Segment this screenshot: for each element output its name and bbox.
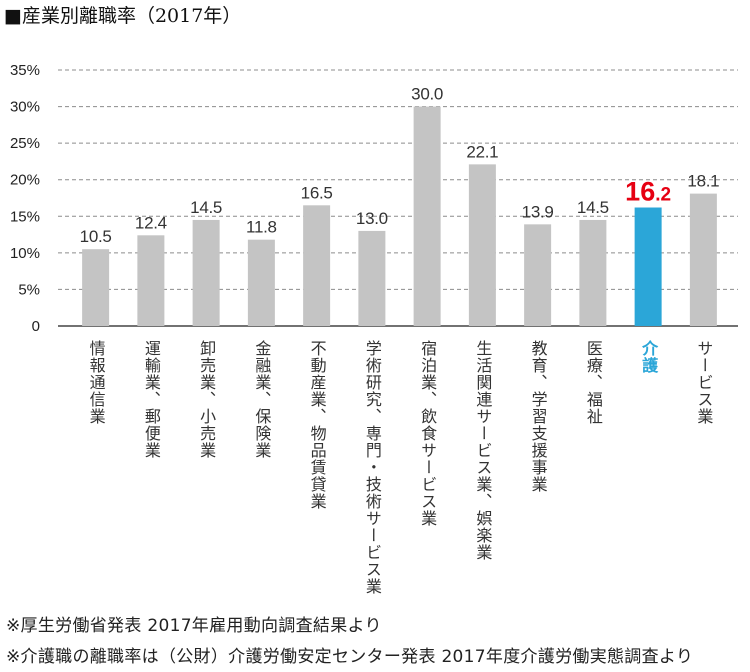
chart-title: ■産業別離職率（2017年） [4, 5, 242, 27]
y-axis-labels: 0 5% 10% 15% 20% 25% 30% 35% [10, 62, 40, 335]
bar-chart: 0 5% 10% 15% 20% 25% 30% 35% 10.5 12.4 14.5 11.8 16.… [10, 62, 738, 335]
bar [579, 219, 607, 326]
value-label: 10.5 [80, 227, 112, 246]
bar [468, 164, 496, 326]
value-labels: 10.5 12.4 14.5 11.8 16.5 13.0 30.0 22.1 13.9 14.5… [80, 85, 720, 247]
category-label: サービス業 [694, 340, 714, 425]
value-label: 14.5 [190, 198, 222, 217]
y-tick-label: 15% [10, 208, 40, 225]
y-tick-label: 30% [10, 99, 40, 116]
y-tick-label: 35% [10, 62, 40, 79]
bar [137, 235, 165, 326]
footnote-source: ※厚生労働省発表 2017年雇用動向調査結果より [6, 616, 382, 636]
bars [82, 106, 717, 326]
bar-emphasized [634, 207, 662, 326]
category-label: 情報通信業 [86, 340, 106, 425]
category-label: 生活関連サービス業、娯楽業 [473, 340, 493, 561]
bar [413, 106, 441, 326]
gridlines [58, 69, 738, 290]
bar [524, 224, 552, 326]
value-label-decimal: .2 [655, 185, 671, 206]
bar [358, 230, 386, 326]
value-label: 13.0 [356, 209, 388, 228]
value-label: 18.1 [687, 172, 719, 191]
bar [689, 193, 717, 326]
category-label-emphasized: 介護 [639, 340, 659, 374]
category-label: 金融業、保険業 [252, 340, 272, 459]
category-label: 教育、学習支援事業 [528, 340, 548, 493]
category-label: 医療、福祉 [583, 340, 603, 425]
bar [82, 249, 110, 326]
value-label: 12.4 [135, 213, 167, 232]
y-tick-label: 10% [10, 245, 40, 262]
y-tick-label: 25% [10, 135, 40, 152]
category-label: 不動産業、物品賃貸業 [307, 340, 327, 510]
bar [303, 205, 331, 326]
value-label: 16.5 [301, 183, 333, 202]
bar [247, 239, 275, 326]
value-label: 30.0 [411, 85, 443, 104]
category-label: 卸売業、小売業 [197, 340, 217, 459]
value-label: 22.1 [466, 142, 498, 161]
value-label: 14.5 [577, 198, 609, 217]
bar [192, 219, 220, 326]
y-tick-label: 0 [32, 318, 40, 335]
category-label: 宿泊業、飲食サービス業 [418, 340, 438, 527]
value-label: 11.8 [246, 218, 277, 237]
category-label: 学術研究、専門・技術サービス業 [362, 340, 382, 595]
footnote-care-source: ※介護職の離職率は（公財）介護労働安定センター発表 2017年度介護労働実態調査… [6, 647, 694, 667]
category-label: 運輸業、郵便業 [141, 340, 161, 459]
y-tick-label: 5% [18, 281, 40, 298]
value-label: 13.9 [522, 202, 554, 221]
value-label-integer: 16 [625, 177, 655, 207]
y-tick-label: 20% [10, 172, 40, 189]
value-label-emphasized: 16.2 [625, 177, 671, 207]
